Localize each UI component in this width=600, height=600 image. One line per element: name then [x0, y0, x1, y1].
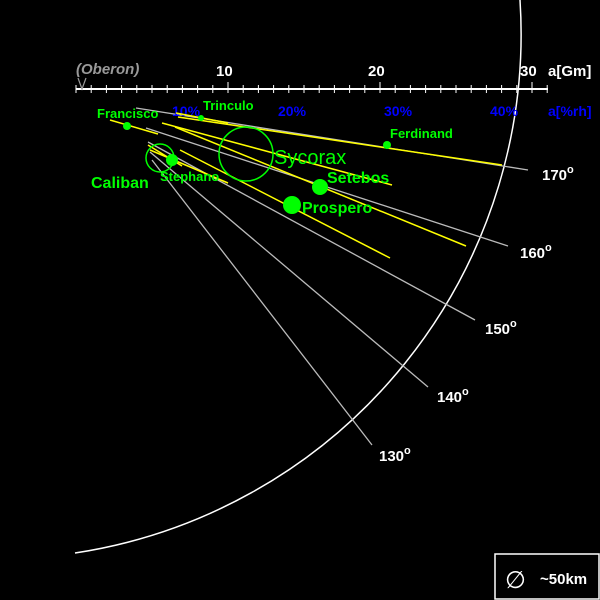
size-legend: ∅ ~50km: [494, 553, 600, 600]
moon-label-setebos: Setebos: [327, 170, 389, 187]
rh-tick-label-40: 40%: [490, 103, 519, 119]
moon-ferdinand: [383, 141, 391, 149]
moon-label-francisco: Francisco: [97, 106, 158, 121]
moon-label-caliban: Caliban: [91, 175, 149, 192]
gm-tick-label-10: 10: [216, 63, 233, 80]
orbit-range-stephano: [149, 149, 229, 184]
minor-ticks: [75, 82, 548, 93]
moons: Francisco Trinculo Caliban Stephano Syco…: [91, 98, 453, 217]
moon-prospero: [283, 196, 301, 214]
incl-label-170: 170o: [542, 164, 574, 184]
inclination-labels: 170o 160o 150o 140o 130o: [379, 164, 574, 465]
distance-axis: (Oberon) 10 20 30 a[Gm] 10% 20% 30% 40% …: [75, 61, 592, 119]
moon-trinculo: [198, 115, 204, 121]
gm-unit-label: a[Gm]: [548, 63, 591, 80]
moon-label-ferdinand: Ferdinand: [390, 126, 453, 141]
outer-arc: [74, 0, 522, 554]
legend-diameter-icon: ∅: [505, 567, 526, 594]
legend-size-label: ~50km: [540, 571, 587, 588]
rh-tick-label-30: 30%: [384, 103, 413, 119]
moon-label-prospero: Prospero: [302, 200, 372, 217]
gm-tick-label-30: 30: [520, 63, 537, 80]
oberon-marker: [77, 77, 87, 91]
moon-label-stephano: Stephano: [160, 169, 219, 184]
rh-unit-label: a[%rh]: [548, 103, 592, 119]
moon-label-trinculo: Trinculo: [203, 98, 254, 113]
oberon-label: (Oberon): [76, 61, 139, 78]
incl-label-160: 160o: [520, 242, 552, 262]
moon-sycorax: [218, 126, 274, 182]
orbit-range-sycorax: [161, 122, 393, 186]
incl-label-150: 150o: [485, 318, 517, 338]
legend-box: [494, 553, 600, 600]
moon-francisco: [123, 122, 131, 130]
moon-stephano: [166, 154, 178, 166]
rh-tick-label-20: 20%: [278, 103, 307, 119]
incl-label-140: 140o: [437, 386, 469, 406]
orbit-range-francisco: [109, 119, 159, 135]
inclination-line-140: [149, 151, 429, 388]
moon-setebos: [312, 179, 328, 195]
gm-tick-label-20: 20: [368, 63, 385, 80]
rh-tick-label-10: 10%: [172, 103, 201, 119]
moon-label-sycorax: Sycorax: [274, 147, 346, 169]
orbit-range-ferdinand: [177, 116, 503, 166]
incl-label-130: 130o: [379, 445, 411, 465]
inclination-line-130: [151, 159, 373, 446]
